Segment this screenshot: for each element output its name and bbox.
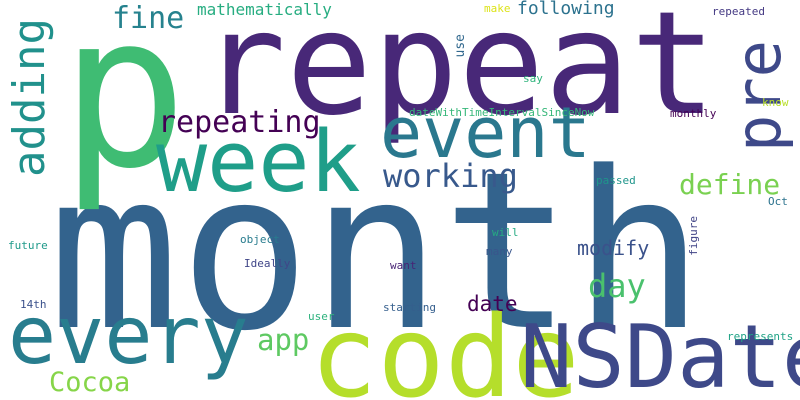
word-will: will	[492, 226, 519, 239]
word-code: code	[310, 293, 580, 400]
word-starting: starting	[383, 301, 436, 314]
word-many: many	[486, 245, 513, 258]
word-object: object	[240, 233, 280, 246]
word-date: date	[467, 292, 518, 316]
word-figure: figure	[687, 216, 700, 256]
word-use: use	[453, 34, 468, 58]
word-month: month	[48, 126, 705, 379]
word-p: p	[60, 0, 188, 215]
word-say: say	[523, 72, 543, 85]
word-define: define	[679, 168, 781, 201]
word-want: want	[390, 259, 417, 272]
word-repeat: repeat	[200, 0, 717, 147]
word-user: user	[308, 310, 335, 323]
word-week: week	[156, 113, 361, 212]
word-make: make	[484, 2, 511, 15]
word-adding: adding	[4, 18, 55, 177]
word-oct: Oct	[768, 195, 788, 208]
word-app: app	[257, 323, 310, 357]
word-working: working	[383, 157, 518, 195]
word-mathematically: mathematically	[197, 0, 332, 19]
word-every: every	[8, 289, 249, 382]
word-know: know	[762, 96, 789, 109]
word-ideally: Ideally	[244, 257, 291, 270]
word-day: day	[588, 267, 646, 305]
word-nsdate: NSDate	[520, 306, 800, 400]
word-monthly: monthly	[670, 107, 717, 120]
word-following: following	[517, 0, 615, 19]
word-14th: 14th	[20, 298, 47, 311]
word-fine: fine	[112, 1, 185, 36]
word-passed: passed	[596, 174, 636, 187]
word-event: event	[380, 92, 591, 174]
word-future: future	[8, 239, 48, 252]
word-represents: represents	[727, 330, 794, 343]
word-repeated: repeated	[712, 5, 765, 18]
word-repeating: repeating	[158, 105, 321, 140]
word-datewithtimeintervalsincenow: dateWithTimeIntervalSinceNow	[409, 106, 595, 119]
word-cocoa: Cocoa	[49, 367, 131, 398]
word-modify: modify	[577, 236, 650, 260]
